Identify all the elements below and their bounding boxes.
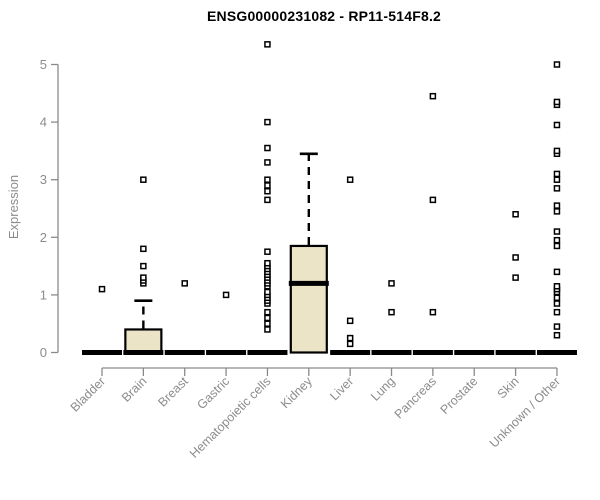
median-line [371,350,412,355]
outlier-point [553,323,561,330]
outlier-point [553,170,561,178]
y-tick-label: 2 [40,230,47,245]
outlier-point [553,176,561,183]
outlier-point [140,262,147,270]
outlier-point [140,245,147,253]
outlier-point [140,176,147,183]
outlier-point [264,41,271,48]
chart-title: ENSG00000231082 - RP11-514F8.2 [206,8,442,24]
median-line [330,350,371,355]
box [124,328,163,354]
outlier-point [264,159,271,166]
outlier-point [429,196,437,204]
y-tick-label: 0 [40,345,47,360]
outlier-point [553,121,561,129]
outlier-point [346,334,354,342]
median-line [288,280,329,286]
outlier-point [264,320,271,327]
median-line [536,350,577,355]
outlier-point [264,248,271,255]
x-tick-label: Breast [155,374,191,410]
outlier-point [222,291,230,299]
median-line [206,350,247,355]
outlier-point [264,182,271,189]
median-line [454,350,495,355]
median-line [123,350,164,355]
outlier-point [512,254,519,261]
x-tick-label: Unknown / Other [487,374,563,450]
outlier-point [346,340,354,348]
outlier-point [553,268,561,276]
outlier-point [264,326,271,333]
outlier-point [264,314,271,322]
outlier-point [512,211,519,218]
outlier-point [553,185,561,192]
outlier-point [181,280,188,287]
outlier-point [98,285,106,293]
median-line [82,350,122,355]
outlier-point [553,308,561,316]
outlier-point [346,317,354,325]
y-tick-label: 1 [40,287,47,302]
x-tick-label: Liver [327,374,356,403]
median-line [495,350,536,355]
x-tick-label: Prostate [438,374,481,417]
outlier-point [264,259,271,267]
outlier-point [553,208,561,215]
outlier-point [553,294,561,302]
outlier-point [388,308,395,316]
outlier-point [512,274,519,281]
median-line [164,350,205,355]
x-tick-label: Kidney [278,374,315,411]
x-tick-label: Lung [368,374,398,404]
y-tick-label: 5 [40,57,47,72]
outlier-point [553,300,561,307]
outlier-point [429,92,437,100]
outlier-point [553,283,561,290]
outlier-point [553,242,561,250]
outlier-point [264,187,271,195]
outlier-point [553,98,561,106]
outlier-point [553,228,561,235]
median-line [412,350,453,355]
outlier-point [553,61,561,68]
outlier-point [553,236,561,244]
outlier-point [553,331,561,339]
x-tick-label: Skin [495,374,522,401]
outlier-point [346,176,354,183]
x-tick-label: Pancreas [392,374,439,421]
outlier-point [264,308,271,316]
outlier-point [264,196,271,204]
x-tick-label: Brain [119,374,150,405]
outlier-point [264,144,271,152]
median-line [247,350,288,355]
y-tick-label: 4 [40,115,47,130]
outlier-point [264,176,271,183]
box [289,244,328,354]
outlier-point [553,147,561,155]
x-tick-label: Hematopoietic cells [187,374,274,461]
y-tick-label: 3 [40,172,47,187]
outlier-point [264,288,271,296]
outlier-point [429,308,437,316]
outlier-point [140,274,147,281]
x-tick-label: Bladder [68,374,108,414]
x-tick-label: Gastric [194,374,232,412]
outlier-point [553,202,561,209]
outlier-point [264,118,271,126]
outlier-point [388,280,395,287]
